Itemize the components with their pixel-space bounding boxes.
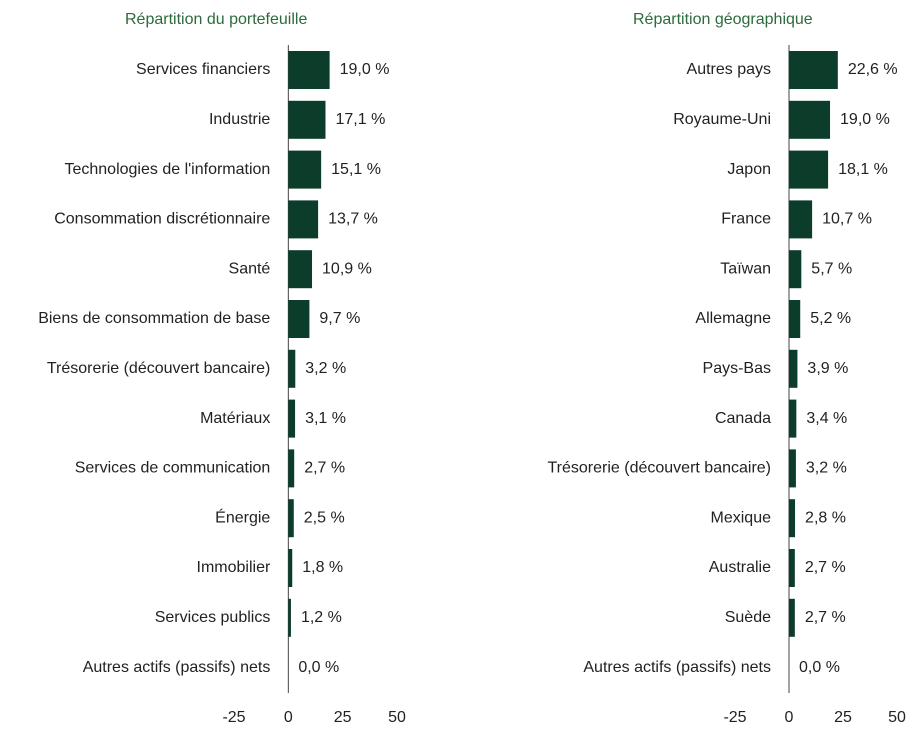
bar xyxy=(288,598,291,637)
value-label: 18,1 % xyxy=(838,161,888,178)
value-label: 9,7 % xyxy=(319,310,360,327)
value-label: 3,4 % xyxy=(806,410,847,427)
value-label: 0,0 % xyxy=(799,659,840,676)
category-label: Allemagne xyxy=(695,310,771,327)
category-label: Trésorerie (découvert bancaire) xyxy=(548,460,772,477)
value-label: 19,0 % xyxy=(340,61,390,78)
value-label: 1,2 % xyxy=(301,609,342,626)
bar xyxy=(288,150,322,189)
value-label: 1,8 % xyxy=(302,559,343,576)
bar xyxy=(789,300,801,338)
bar xyxy=(288,250,313,289)
category-label: Services financiers xyxy=(136,61,270,78)
x-tick-label: 25 xyxy=(834,709,852,726)
value-label: 3,2 % xyxy=(806,460,847,477)
category-label: Services de communication xyxy=(75,460,271,477)
bar xyxy=(789,250,802,289)
value-label: 22,6 % xyxy=(848,61,898,78)
category-label: Énergie xyxy=(215,507,270,526)
bar xyxy=(789,399,797,438)
value-label: 2,7 % xyxy=(805,609,846,626)
value-label: 3,9 % xyxy=(807,360,848,377)
bar xyxy=(288,549,293,587)
category-label: Biens de consommation de base xyxy=(38,310,270,327)
chart-title: Répartition géographique xyxy=(633,11,813,28)
category-label: Canada xyxy=(715,410,771,427)
value-label: 0,0 % xyxy=(298,659,339,676)
category-label: Suède xyxy=(725,609,771,626)
bar xyxy=(288,51,330,89)
x-tick-label: 25 xyxy=(334,709,352,726)
bar xyxy=(288,449,295,488)
category-label: Trésorerie (découvert bancaire) xyxy=(47,360,271,377)
bar xyxy=(789,499,796,538)
value-label: 19,0 % xyxy=(840,111,890,128)
bar xyxy=(789,51,838,89)
category-label: Services publics xyxy=(155,609,271,626)
category-label: Pays-Bas xyxy=(703,360,771,377)
bar xyxy=(789,200,813,239)
category-label: Technologies de l'information xyxy=(64,161,270,178)
bar xyxy=(288,100,326,139)
value-label: 15,1 % xyxy=(331,161,381,178)
x-tick-label: 0 xyxy=(284,709,293,726)
category-label: Mexique xyxy=(711,509,772,526)
category-label: Japon xyxy=(727,161,771,178)
value-label: 5,2 % xyxy=(810,310,851,327)
category-label: Australie xyxy=(709,559,771,576)
bar xyxy=(789,100,831,139)
x-tick-label: 50 xyxy=(888,709,906,726)
x-tick-label: 50 xyxy=(388,709,406,726)
value-label: 3,1 % xyxy=(305,410,346,427)
value-label: 17,1 % xyxy=(335,111,385,128)
value-label: 2,5 % xyxy=(304,509,345,526)
chart-title: Répartition du portefeuille xyxy=(125,11,307,28)
x-tick-label: 0 xyxy=(785,709,794,726)
category-label: Immobilier xyxy=(197,559,271,576)
category-label: Autres actifs (passifs) nets xyxy=(83,659,271,676)
bar xyxy=(288,349,296,388)
category-label: Matériaux xyxy=(200,410,270,427)
bar xyxy=(789,449,796,488)
bar xyxy=(789,598,795,637)
value-label: 10,9 % xyxy=(322,260,372,277)
category-label: France xyxy=(721,211,771,228)
x-tick-label: -25 xyxy=(222,709,245,726)
category-label: Taïwan xyxy=(720,260,771,277)
bar xyxy=(288,300,310,338)
value-label: 3,2 % xyxy=(305,360,346,377)
category-label: Autres pays xyxy=(687,61,771,78)
category-label: Royaume-Uni xyxy=(673,111,771,128)
category-label: Autres actifs (passifs) nets xyxy=(583,659,771,676)
bar xyxy=(288,399,296,438)
x-tick-label: -25 xyxy=(723,709,746,726)
value-label: 2,7 % xyxy=(805,559,846,576)
value-label: 2,7 % xyxy=(304,460,345,477)
bar xyxy=(789,349,798,388)
bar xyxy=(288,200,319,239)
bar xyxy=(288,499,294,538)
value-label: 2,8 % xyxy=(805,509,846,526)
value-label: 10,7 % xyxy=(822,211,872,228)
category-label: Industrie xyxy=(209,111,270,128)
bar xyxy=(789,549,795,587)
category-label: Santé xyxy=(229,260,271,277)
bar xyxy=(789,150,829,189)
category-label: Consommation discrétionnaire xyxy=(54,211,270,228)
value-label: 5,7 % xyxy=(811,260,852,277)
value-label: 13,7 % xyxy=(328,211,378,228)
